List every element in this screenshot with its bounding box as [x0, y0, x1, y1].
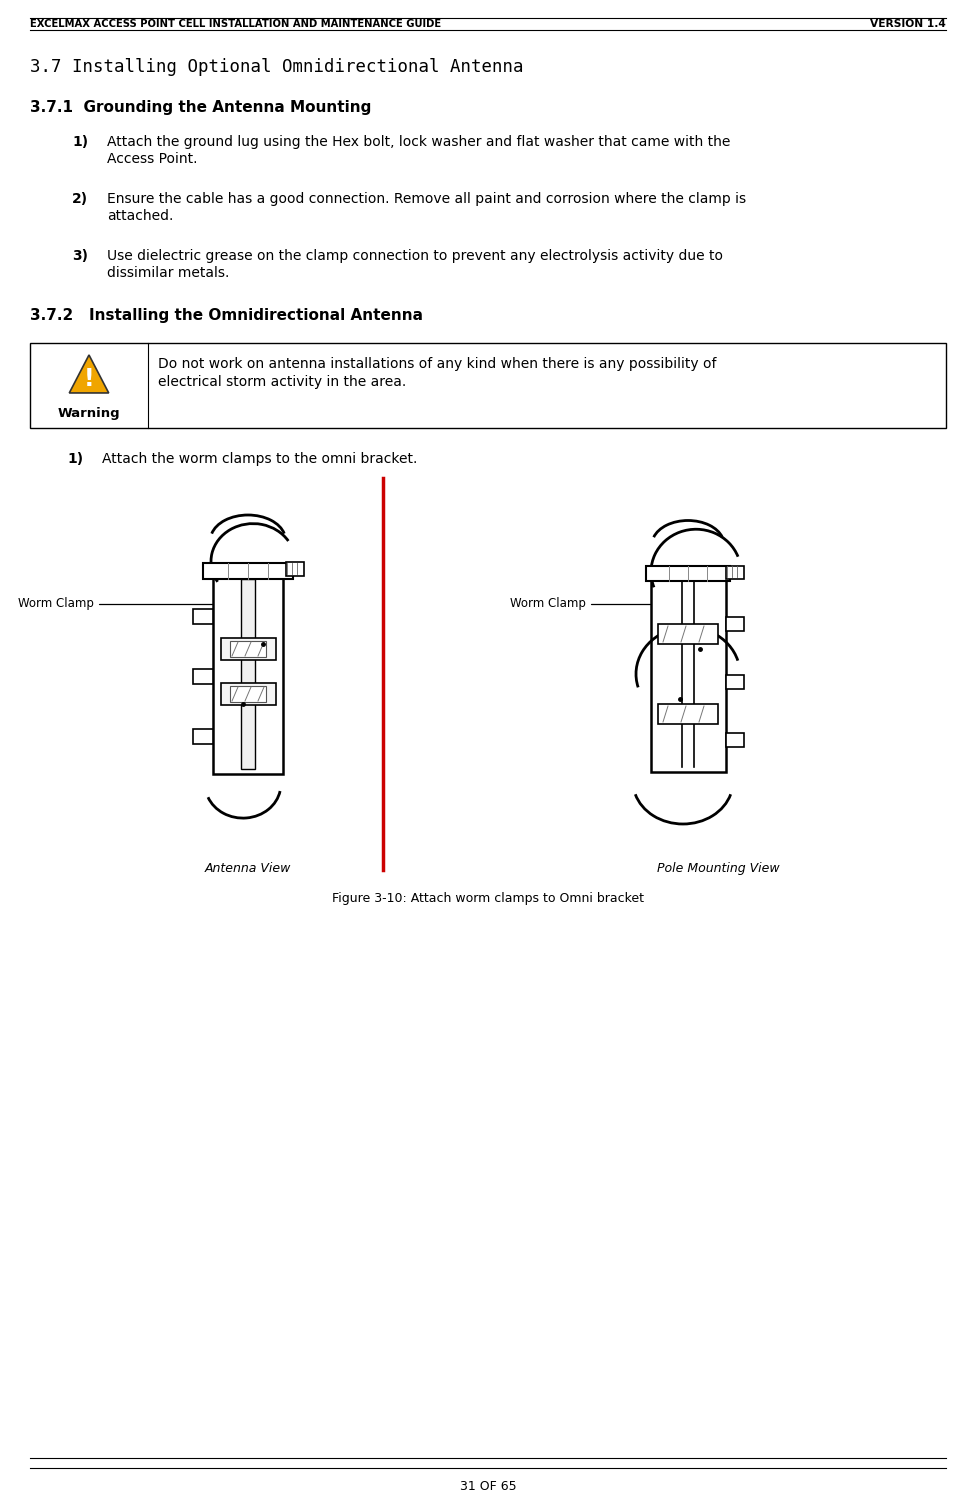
- Bar: [193, 608, 213, 623]
- Bar: [650, 577, 725, 772]
- Text: VERSION 1.4: VERSION 1.4: [871, 20, 946, 29]
- Bar: [658, 623, 718, 644]
- Text: Figure 3-10: Attach worm clamps to Omni bracket: Figure 3-10: Attach worm clamps to Omni …: [332, 892, 644, 906]
- Text: 1): 1): [72, 135, 88, 149]
- Text: Use dielectric grease on the clamp connection to prevent any electrolysis activi: Use dielectric grease on the clamp conne…: [107, 249, 723, 263]
- Bar: [221, 683, 275, 704]
- Bar: [30, 342, 946, 428]
- Text: 2): 2): [72, 192, 88, 206]
- Text: electrical storm activity in the area.: electrical storm activity in the area.: [158, 376, 406, 389]
- Bar: [725, 733, 744, 746]
- Text: Access Point.: Access Point.: [107, 152, 197, 167]
- Text: 3.7.2   Installing the Omnidirectional Antenna: 3.7.2 Installing the Omnidirectional Ant…: [30, 308, 423, 323]
- Text: Ensure the cable has a good connection. Remove all paint and corrosion where the: Ensure the cable has a good connection. …: [107, 192, 746, 206]
- Bar: [213, 574, 283, 774]
- Text: Attach the ground lug using the Hex bolt, lock washer and flat washer that came : Attach the ground lug using the Hex bolt…: [107, 135, 730, 149]
- Bar: [241, 578, 255, 769]
- Text: !: !: [84, 366, 95, 391]
- Text: 3.7.1  Grounding the Antenna Mounting: 3.7.1 Grounding the Antenna Mounting: [30, 101, 372, 116]
- Bar: [725, 616, 744, 631]
- Bar: [658, 704, 718, 724]
- Text: Warning: Warning: [58, 407, 120, 421]
- Text: Pole Mounting View: Pole Mounting View: [657, 862, 779, 876]
- Text: EXCELMAX ACCESS POINT CELL INSTALLATION AND MAINTENANCE GUIDE: EXCELMAX ACCESS POINT CELL INSTALLATION …: [30, 20, 441, 29]
- Bar: [286, 562, 304, 575]
- Text: 3.7 Installing Optional Omnidirectional Antenna: 3.7 Installing Optional Omnidirectional …: [30, 59, 523, 77]
- Bar: [725, 674, 744, 688]
- Text: 31 OF 65: 31 OF 65: [460, 1479, 516, 1493]
- Bar: [230, 686, 266, 701]
- Bar: [193, 728, 213, 743]
- Text: Antenna View: Antenna View: [205, 862, 291, 876]
- Text: Do not work on antenna installations of any kind when there is any possibility o: Do not work on antenna installations of …: [158, 357, 716, 371]
- Bar: [646, 565, 730, 580]
- Text: Attach the worm clamps to the omni bracket.: Attach the worm clamps to the omni brack…: [102, 452, 418, 466]
- Text: Worm Clamp: Worm Clamp: [18, 598, 218, 652]
- Text: 3): 3): [72, 249, 88, 263]
- Text: attached.: attached.: [107, 209, 174, 222]
- Bar: [193, 668, 213, 683]
- Bar: [230, 641, 266, 656]
- Bar: [203, 563, 293, 578]
- Bar: [221, 638, 275, 659]
- Text: 1): 1): [67, 452, 83, 466]
- Polygon shape: [69, 354, 108, 394]
- Text: Worm Clamp: Worm Clamp: [510, 598, 656, 667]
- Bar: [726, 565, 744, 578]
- Text: dissimilar metals.: dissimilar metals.: [107, 266, 229, 279]
